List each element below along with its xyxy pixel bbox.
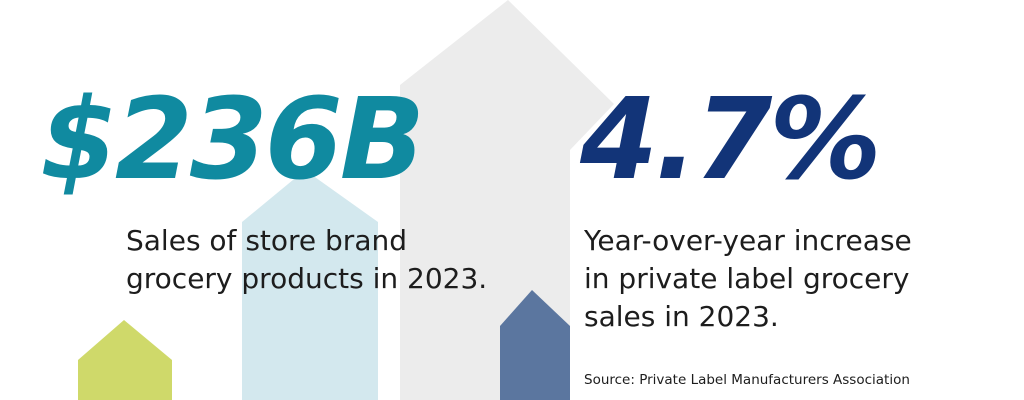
stat-caption-increase: Year-over-year increase in private label… [584,224,912,333]
stat-value-sales: $236B [40,75,425,205]
source-note: Source: Private Label Manufacturers Asso… [584,372,910,388]
light-blue-arrow-shape [242,170,378,400]
gray-arrow-shape [400,0,614,400]
lime-arrow-shape [78,320,172,400]
slate-arrow-shape [500,290,570,400]
stat-caption-sales: Sales of store brand grocery products in… [126,224,488,295]
stat-value-increase: 4.7% [580,75,882,205]
